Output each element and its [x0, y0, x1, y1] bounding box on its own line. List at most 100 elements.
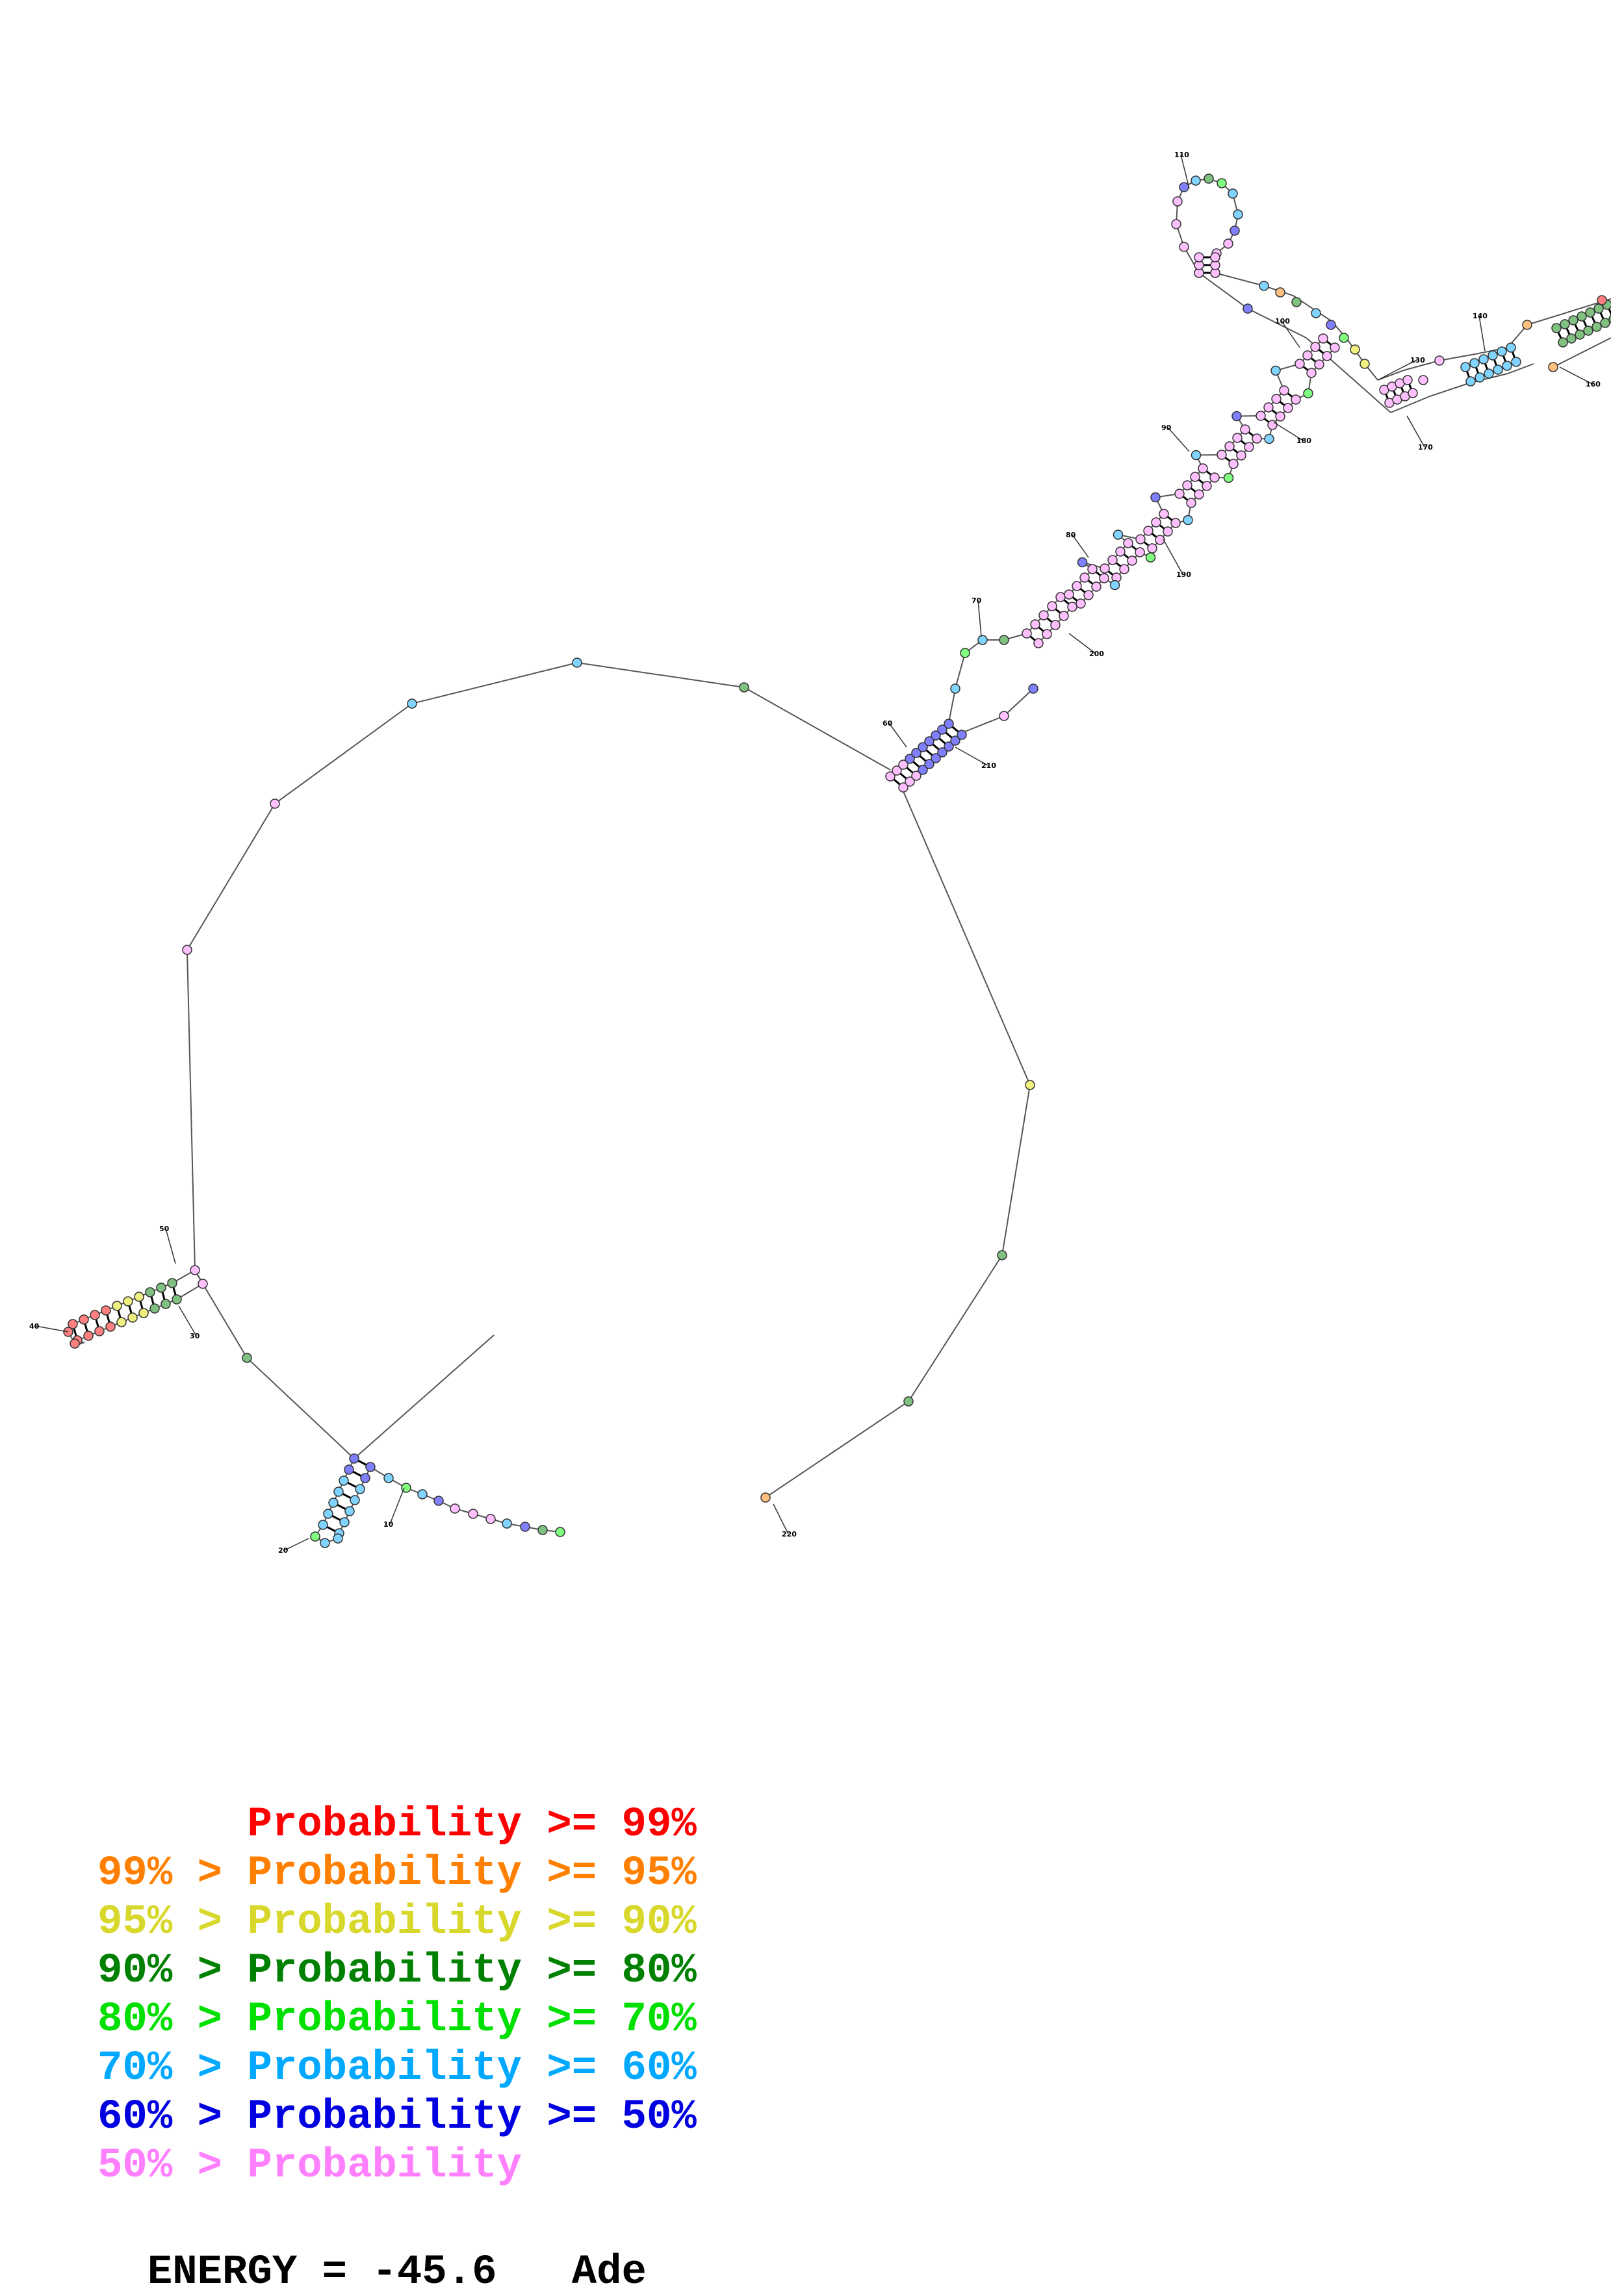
legend-prefix: 50% > [97, 2143, 248, 2189]
nucleotide-node [1360, 359, 1370, 369]
nucleotide-node [1228, 459, 1239, 469]
nucleotide-nodes [63, 173, 1611, 1548]
nucleotide-node [537, 1525, 548, 1535]
nucleotide-node [1233, 209, 1243, 220]
nucleotide-node [1230, 225, 1240, 236]
sequence-name: Ade [571, 2249, 647, 2296]
legend-text: Probability [247, 2143, 522, 2189]
nucleotide-node [401, 1483, 411, 1493]
nucleotide-node [1232, 433, 1243, 443]
nucleotide-number-label: 110 [1174, 151, 1189, 159]
nucleotide-number-label: 30 [190, 1332, 200, 1340]
nucleotide-node [760, 1492, 771, 1503]
nucleotide-node [1577, 311, 1587, 322]
nucleotide-node [1209, 472, 1220, 483]
nucleotide-node [1050, 620, 1061, 630]
nucleotide-node [1244, 442, 1254, 452]
nucleotide-node [1123, 538, 1133, 548]
nucleotide-node [1275, 411, 1285, 422]
legend-text: Probability >= 95% [247, 1850, 697, 1897]
nucleotide-node [320, 1538, 330, 1548]
energy-value: -45.6 [372, 2249, 497, 2296]
nucleotide-node [1099, 573, 1109, 583]
nucleotide-node [344, 1506, 355, 1516]
nucleotide-node [960, 648, 970, 658]
nucleotide-node [450, 1503, 460, 1514]
nucleotide-node [1210, 252, 1220, 262]
nucleotide-node [1113, 529, 1124, 540]
nucleotide-node [944, 719, 954, 729]
nucleotide-node [112, 1301, 122, 1311]
nucleotide-node [1028, 683, 1038, 694]
nucleotide-node [931, 730, 941, 741]
nucleotide-node [1091, 581, 1102, 592]
nucleotide-node [1170, 518, 1181, 528]
nucleotide-node [198, 1279, 208, 1289]
label-tick [1167, 427, 1190, 452]
nucleotide-node [1033, 638, 1044, 648]
nucleotide-node [1182, 480, 1192, 491]
nucleotide-node [1506, 342, 1516, 353]
nucleotide-node [1314, 359, 1324, 370]
nucleotide-number-label: 200 [1089, 650, 1104, 658]
nucleotide-node [349, 1453, 359, 1464]
nucleotide-node [365, 1462, 376, 1472]
label-tick [1377, 359, 1417, 381]
nucleotide-node [918, 765, 928, 775]
nucleotide-node [1478, 354, 1489, 364]
nucleotide-node [1256, 411, 1266, 421]
nucleotide-node [182, 945, 192, 955]
nucleotide-node [333, 1533, 343, 1544]
nucleotide-node [1551, 323, 1562, 333]
label-tick [977, 600, 982, 637]
nucleotide-number-label: 20 [278, 1546, 289, 1555]
nucleotide-node [167, 1278, 177, 1288]
nucleotide-node [1460, 362, 1471, 372]
nucleotide-node [1497, 346, 1507, 357]
nucleotide-node [1318, 333, 1328, 344]
nucleotide-node [1597, 295, 1607, 305]
backbone-segment [1299, 338, 1324, 364]
legend-row: 90% > Probability >= 80% [97, 1947, 697, 1996]
nucleotide-node [1077, 557, 1088, 568]
nucleotide-node [116, 1317, 127, 1327]
legend-prefix [97, 1802, 247, 1848]
nucleotide-node [739, 682, 749, 693]
nucleotide-node [1067, 602, 1077, 612]
nucleotide-node [68, 1319, 78, 1329]
nucleotide-node [555, 1527, 565, 1537]
nucleotide-node [1306, 368, 1317, 378]
legend-row: 70% > Probability >= 60% [97, 2045, 697, 2093]
backbone-segment [1068, 568, 1093, 595]
nucleotide-node [339, 1517, 350, 1527]
label-tick [955, 746, 988, 766]
nucleotide-node [1469, 358, 1480, 368]
nucleotide-node [1191, 175, 1201, 186]
nucleotide-node [1267, 420, 1278, 430]
nucleotide-node [1119, 564, 1129, 574]
label-tick [1478, 315, 1486, 351]
nucleotide-node [1585, 307, 1595, 318]
energy-readout: ENERGY = -45.6 Ade [97, 2202, 647, 2296]
nucleotide-node [502, 1518, 512, 1529]
label-tick [1180, 154, 1190, 189]
backbone-segment [370, 1466, 561, 1533]
nucleotide-node [1115, 546, 1126, 557]
nucleotide-node [172, 1294, 182, 1305]
nucleotide-number-label: 180 [1296, 437, 1311, 445]
nucleotide-node [977, 635, 988, 645]
nucleotide-node [1548, 362, 1558, 372]
nucleotide-node [1079, 572, 1090, 583]
legend-text: Probability >= 50% [247, 2094, 697, 2141]
probability-legend: Probability >= 99% 99% > Probability >= 9… [97, 1801, 697, 2191]
nucleotide-node [924, 759, 934, 769]
nucleotide-node [1270, 365, 1281, 376]
nucleotide-number-label: 220 [782, 1530, 797, 1538]
nucleotide-number-label: 190 [1176, 570, 1191, 579]
nucleotide-node [1228, 188, 1238, 199]
nucleotide-node [1109, 580, 1120, 591]
nucleotide-node [1271, 394, 1282, 404]
nucleotide-node [1592, 322, 1602, 332]
nucleotide-node [1150, 492, 1161, 503]
backbone-segment [1221, 429, 1246, 455]
